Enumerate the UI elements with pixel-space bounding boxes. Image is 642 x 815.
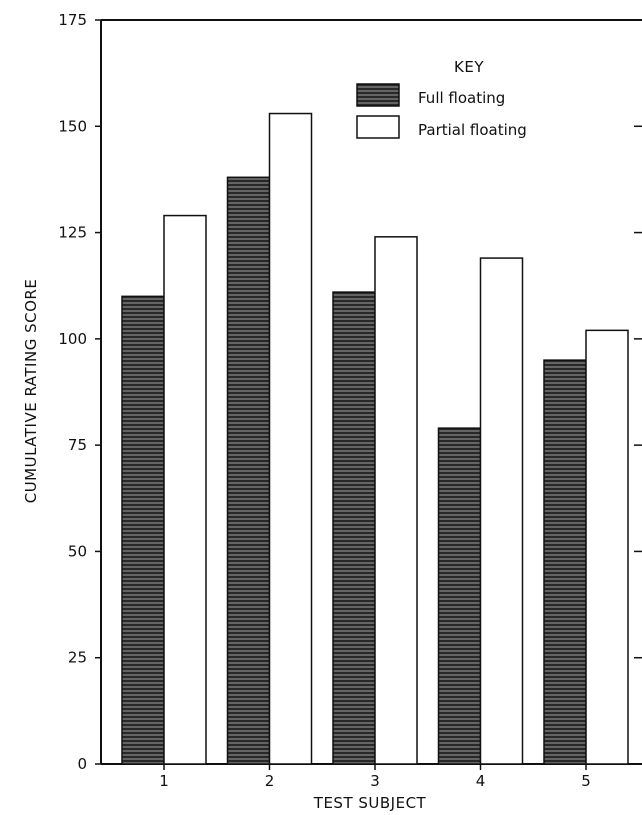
bar-full-floating-subject-2 xyxy=(226,176,271,765)
x-tick-label-1: 1 xyxy=(159,772,169,790)
y-tick-label-125: 125 xyxy=(58,224,87,242)
legend-label-partial-floating: Partial floating xyxy=(418,121,527,139)
bar-partial-floating-subject-5 xyxy=(585,329,629,765)
legend-swatch-partial-floating xyxy=(356,115,400,139)
x-tick-label-2: 2 xyxy=(265,772,275,790)
bar-partial-floating-subject-1 xyxy=(163,214,207,765)
legend: KEY Full floating Partial floating xyxy=(356,58,527,139)
legend-title: KEY xyxy=(454,58,484,76)
x-tick-label-4: 4 xyxy=(476,772,486,790)
y-tick-label-25: 25 xyxy=(68,649,87,667)
bar-full-floating-subject-1 xyxy=(121,295,165,765)
x-axis: 1 2 3 4 5 xyxy=(159,764,591,790)
y-tick-label-150: 150 xyxy=(58,117,87,135)
legend-label-full-floating: Full floating xyxy=(418,89,505,107)
x-axis-title: TEST SUBJECT xyxy=(313,794,427,812)
y-axis: 0 25 50 75 100 125 150 175 xyxy=(58,11,642,773)
bar-partial-floating-subject-3 xyxy=(374,236,418,765)
bar-full-floating-subject-3 xyxy=(332,291,376,765)
bars-group xyxy=(121,112,629,765)
bar-partial-floating-subject-4 xyxy=(479,257,524,765)
y-tick-label-75: 75 xyxy=(68,436,87,454)
legend-swatch-full-floating xyxy=(356,83,400,107)
bar-partial-floating-subject-2 xyxy=(268,112,313,765)
x-tick-label-5: 5 xyxy=(581,772,591,790)
y-tick-label-50: 50 xyxy=(68,542,87,560)
y-tick-label-175: 175 xyxy=(58,11,87,29)
y-tick-label-0: 0 xyxy=(77,755,87,773)
y-axis-title: CUMULATIVE RATING SCORE xyxy=(22,279,40,504)
bar-full-floating-subject-4 xyxy=(437,427,482,765)
bar-full-floating-subject-5 xyxy=(543,359,587,765)
y-tick-label-100: 100 xyxy=(58,330,87,348)
x-tick-label-3: 3 xyxy=(370,772,380,790)
